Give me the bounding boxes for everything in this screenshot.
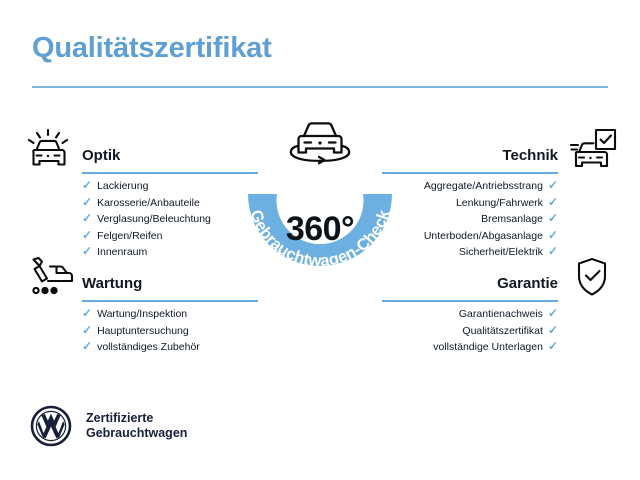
section-divider-optik xyxy=(82,172,258,174)
list-item-label: Wartung/Inspektion xyxy=(97,308,188,320)
checklist-wartung: ✓ Wartung/Inspektion ✓ Hauptuntersuchung ✓… xyxy=(82,306,200,356)
check-icon: ✓ xyxy=(547,227,558,242)
list-item: ✓ Karosserie/Anbauteile xyxy=(82,195,211,212)
list-item-label: Verglasung/Beleuchtung xyxy=(97,213,211,225)
list-item: Aggregate/Antriebsstrang ✓ xyxy=(424,178,558,195)
list-item-label: vollständige Unterlagen xyxy=(433,341,543,353)
checklist-optik: ✓ Lackierung ✓ Karosserie/Anbauteile ✓ Verg… xyxy=(82,178,211,261)
list-item-label: Lackierung xyxy=(97,180,149,192)
section-divider-garantie xyxy=(382,300,558,302)
list-item-label: Qualitätszertifikat xyxy=(462,324,543,337)
list-item: Sicherheit/Elektrik ✓ xyxy=(424,244,558,261)
checklist-technik: Aggregate/Antriebsstrang ✓ Lenkung/Fahrwe… xyxy=(424,178,558,261)
section-optik: Optik ✓ Lackierung ✓ Karosserie/Anbauteile… xyxy=(22,128,282,258)
check-icon: ✓ xyxy=(82,211,93,226)
list-item: vollständige Unterlagen ✓ xyxy=(433,339,558,356)
section-title-garantie: Garantie xyxy=(497,275,558,292)
checklist-garantie: Garantienachweis ✓ Qualitätszertifikat ✓ v… xyxy=(433,306,558,356)
list-item-label: Lenkung/Fahrwerk xyxy=(455,196,543,209)
check-icon: ✓ xyxy=(547,178,558,193)
footer-line-2: Gebrauchtwagen xyxy=(86,426,188,440)
list-item-label: Innenraum xyxy=(97,246,148,258)
footer-text: Zertifizierte Gebrauchtwagen xyxy=(86,411,187,441)
list-item: ✓ Lackierung xyxy=(82,178,211,195)
list-item: Garantienachweis ✓ xyxy=(433,306,558,323)
list-item-label: Unterboden/Abgasanlage xyxy=(423,229,543,242)
list-item: Bremsanlage ✓ xyxy=(424,211,558,228)
vw-logo-icon xyxy=(30,405,72,447)
section-header-wartung: Wartung xyxy=(22,256,282,306)
car-shine-icon xyxy=(22,128,74,174)
list-item: ✓ Wartung/Inspektion xyxy=(82,306,200,323)
section-divider-wartung xyxy=(82,300,258,302)
check-icon: ✓ xyxy=(547,306,558,321)
list-item-label: Sicherheit/Elektrik xyxy=(458,246,543,258)
section-header-garantie: Garantie xyxy=(358,256,618,306)
screwdriver-car-icon xyxy=(22,256,74,302)
check-icon: ✓ xyxy=(82,178,93,193)
list-item: Unterboden/Abgasanlage ✓ xyxy=(424,228,558,245)
list-item: ✓ Hauptuntersuchung xyxy=(82,323,200,340)
check-icon: ✓ xyxy=(547,211,558,226)
page-title: Qualitätszertifikat xyxy=(32,32,272,64)
check-icon: ✓ xyxy=(82,244,93,259)
footer-line-1: Zertifizierte xyxy=(86,411,154,425)
badge-ring: Gebrauchtwagen-Check xyxy=(246,194,394,270)
check-icon: ✓ xyxy=(547,339,558,354)
list-item-label: Garantienachweis xyxy=(458,308,543,320)
badge-360-value: 360° xyxy=(285,210,355,248)
section-technik: Technik Aggregate/Antriebsstrang ✓ Lenkun… xyxy=(358,128,618,258)
section-title-optik: Optik xyxy=(82,147,121,164)
section-divider-technik xyxy=(382,172,558,174)
list-item: Qualitätszertifikat ✓ xyxy=(433,323,558,340)
list-item: ✓ Felgen/Reifen xyxy=(82,228,211,245)
list-item-label: Aggregate/Antriebsstrang xyxy=(423,180,543,192)
section-header-technik: Technik xyxy=(358,128,618,178)
shield-check-icon xyxy=(566,256,618,302)
car-rotation-icon xyxy=(289,122,351,165)
section-title-wartung: Wartung xyxy=(82,275,143,292)
list-item-label: Felgen/Reifen xyxy=(97,229,163,242)
list-item-label: Bremsanlage xyxy=(481,213,543,225)
check-icon: ✓ xyxy=(547,322,558,337)
list-item: Lenkung/Fahrwerk ✓ xyxy=(424,195,558,212)
check-icon: ✓ xyxy=(82,194,93,209)
list-item: ✓ Innenraum xyxy=(82,244,211,261)
list-item-label: vollständiges Zubehör xyxy=(97,341,200,353)
check-icon: ✓ xyxy=(547,194,558,209)
header-divider xyxy=(32,86,608,88)
check-icon: ✓ xyxy=(547,244,558,259)
list-item: ✓ vollständiges Zubehör xyxy=(82,339,200,356)
check-icon: ✓ xyxy=(82,339,93,354)
list-item-label: Karosserie/Anbauteile xyxy=(97,196,200,209)
badge-360-gebrauchtwagen-check: Gebrauchtwagen-Check 360° xyxy=(222,112,418,312)
check-icon: ✓ xyxy=(82,227,93,242)
check-icon: ✓ xyxy=(82,322,93,337)
car-checkbox-icon xyxy=(566,128,618,174)
list-item: ✓ Verglasung/Beleuchtung xyxy=(82,211,211,228)
section-title-technik: Technik xyxy=(502,147,558,164)
section-garantie: Garantie Garantienachweis ✓ Qualitätszert… xyxy=(358,256,618,353)
section-wartung: Wartung ✓ Wartung/Inspektion ✓ Hauptunters… xyxy=(22,256,282,353)
vw-footer-lockup: Zertifizierte Gebrauchtwagen xyxy=(30,405,187,447)
section-header-optik: Optik xyxy=(22,128,282,178)
check-icon: ✓ xyxy=(82,306,93,321)
list-item-label: Hauptuntersuchung xyxy=(97,324,189,337)
